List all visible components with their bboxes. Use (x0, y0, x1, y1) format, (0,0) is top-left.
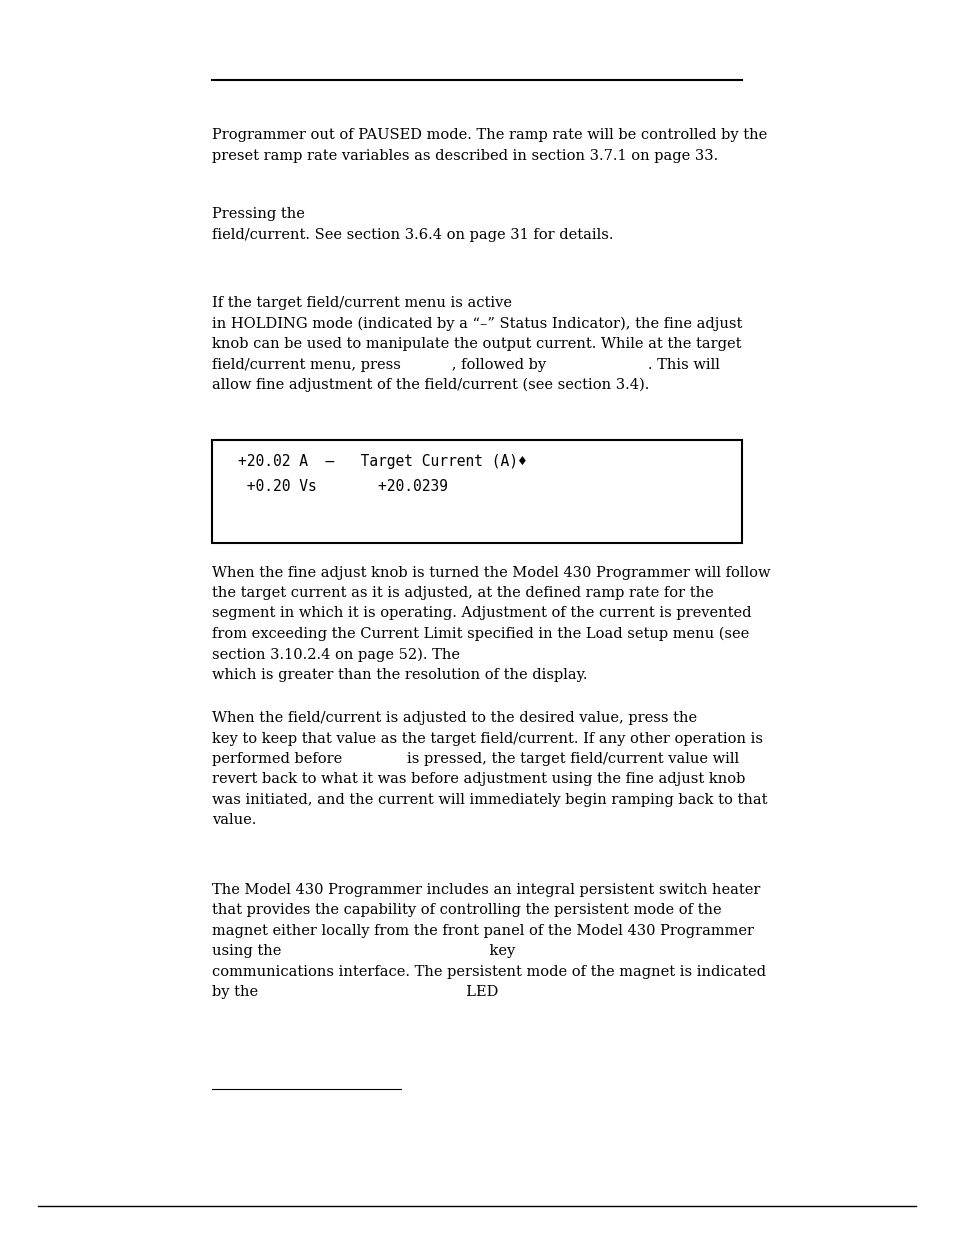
Text: value.: value. (212, 814, 256, 827)
Text: When the field/current is adjusted to the desired value, press the: When the field/current is adjusted to th… (212, 711, 697, 725)
Text: Programmer out of PAUSED mode. The ramp rate will be controlled by the: Programmer out of PAUSED mode. The ramp … (212, 128, 766, 142)
Text: was initiated, and the current will immediately begin ramping back to that: was initiated, and the current will imme… (212, 793, 766, 806)
Text: section 3.10.2.4 on page 52). The: section 3.10.2.4 on page 52). The (212, 647, 464, 662)
Text: preset ramp rate variables as described in section 3.7.1 on page 33.: preset ramp rate variables as described … (212, 148, 718, 163)
Text: revert back to what it was before adjustment using the fine adjust knob: revert back to what it was before adjust… (212, 773, 744, 787)
Text: The Model 430 Programmer includes an integral persistent switch heater: The Model 430 Programmer includes an int… (212, 883, 760, 897)
Text: segment in which it is operating. Adjustment of the current is prevented: segment in which it is operating. Adjust… (212, 606, 751, 620)
Text: using the                                             key: using the key (212, 945, 515, 958)
Text: allow fine adjustment of the field/current (see section 3.4).: allow fine adjustment of the field/curre… (212, 378, 648, 393)
Text: field/current menu, press           , followed by                      . This wi: field/current menu, press , followed by … (212, 357, 719, 372)
Text: from exceeding the Current Limit specified in the Load setup menu (see: from exceeding the Current Limit specifi… (212, 626, 748, 641)
Bar (212, 440, 741, 543)
Text: performed before              is pressed, the target field/current value will: performed before is pressed, the target … (212, 752, 739, 766)
Text: When the fine adjust knob is turned the Model 430 Programmer will follow: When the fine adjust knob is turned the … (212, 566, 769, 579)
Text: key to keep that value as the target field/current. If any other operation is: key to keep that value as the target fie… (212, 731, 762, 746)
Text: the target current as it is adjusted, at the defined ramp rate for the: the target current as it is adjusted, at… (212, 585, 713, 600)
Text: +20.02 A  –   Target Current (A)♦: +20.02 A – Target Current (A)♦ (238, 454, 527, 469)
Text: by the                                             LED: by the LED (212, 986, 497, 999)
Text: magnet either locally from the front panel of the Model 430 Programmer: magnet either locally from the front pan… (212, 924, 753, 937)
Text: If the target field/current menu is active: If the target field/current menu is acti… (212, 296, 516, 310)
Text: communications interface. The persistent mode of the magnet is indicated: communications interface. The persistent… (212, 965, 765, 978)
Text: knob can be used to manipulate the output current. While at the target: knob can be used to manipulate the outpu… (212, 337, 740, 351)
Text: Pressing the: Pressing the (212, 207, 304, 221)
Text: field/current. See section 3.6.4 on page 31 for details.: field/current. See section 3.6.4 on page… (212, 227, 613, 242)
Text: in HOLDING mode (indicated by a “–” Status Indicator), the fine adjust: in HOLDING mode (indicated by a “–” Stat… (212, 316, 741, 331)
Text: that provides the capability of controlling the persistent mode of the: that provides the capability of controll… (212, 904, 720, 918)
Text: +0.20 Vs       +20.0239: +0.20 Vs +20.0239 (238, 479, 448, 494)
Text: which is greater than the resolution of the display.: which is greater than the resolution of … (212, 667, 587, 682)
